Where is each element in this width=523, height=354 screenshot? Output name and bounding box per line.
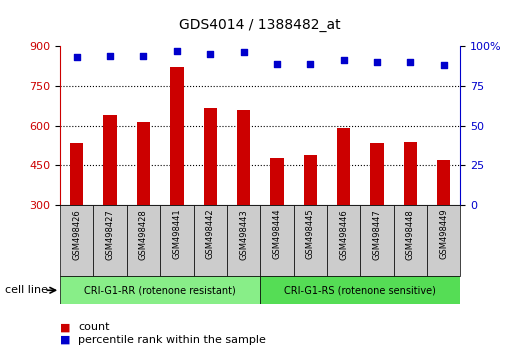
Bar: [94, 205, 127, 276]
Bar: [404, 142, 417, 205]
Text: percentile rank within the sample: percentile rank within the sample: [78, 335, 266, 345]
Point: [339, 57, 348, 63]
Text: GSM498441: GSM498441: [173, 209, 181, 259]
Bar: [127, 205, 160, 276]
Point: [373, 59, 381, 65]
Bar: [293, 205, 327, 276]
Bar: [427, 205, 460, 276]
Bar: [260, 205, 293, 276]
Text: GSM498443: GSM498443: [239, 209, 248, 259]
Text: GSM498449: GSM498449: [439, 209, 448, 259]
Bar: [60, 205, 94, 276]
Bar: [160, 205, 194, 276]
Bar: [60, 276, 260, 304]
Text: GDS4014 / 1388482_at: GDS4014 / 1388482_at: [179, 18, 341, 32]
Bar: [394, 205, 427, 276]
Text: GSM498447: GSM498447: [372, 209, 381, 259]
Point: [306, 61, 314, 67]
Point: [173, 48, 181, 53]
Bar: [303, 155, 317, 205]
Text: GSM498426: GSM498426: [72, 209, 81, 259]
Point: [439, 62, 448, 68]
Text: count: count: [78, 322, 110, 332]
Point: [106, 53, 115, 58]
Bar: [227, 205, 260, 276]
Text: ■: ■: [60, 335, 71, 345]
Text: ■: ■: [60, 322, 71, 332]
Text: GSM498427: GSM498427: [106, 209, 115, 259]
Bar: [327, 205, 360, 276]
Bar: [437, 160, 450, 205]
Bar: [270, 158, 283, 205]
Point: [240, 50, 248, 55]
Point: [139, 53, 147, 58]
Bar: [260, 276, 460, 304]
Bar: [137, 122, 150, 205]
Point: [206, 51, 214, 57]
Text: cell line: cell line: [5, 285, 48, 295]
Bar: [104, 115, 117, 205]
Text: GSM498448: GSM498448: [406, 209, 415, 259]
Point: [406, 59, 414, 65]
Text: GSM498428: GSM498428: [139, 209, 148, 259]
Text: GSM498446: GSM498446: [339, 209, 348, 259]
Text: CRI-G1-RR (rotenone resistant): CRI-G1-RR (rotenone resistant): [84, 285, 236, 295]
Text: GSM498442: GSM498442: [206, 209, 214, 259]
Bar: [370, 143, 383, 205]
Bar: [203, 108, 217, 205]
Bar: [237, 110, 250, 205]
Point: [272, 61, 281, 67]
Text: CRI-G1-RS (rotenone sensitive): CRI-G1-RS (rotenone sensitive): [285, 285, 436, 295]
Text: GSM498445: GSM498445: [306, 209, 315, 259]
Bar: [360, 205, 393, 276]
Bar: [70, 143, 84, 205]
Bar: [194, 205, 227, 276]
Point: [73, 54, 81, 60]
Text: GSM498444: GSM498444: [272, 209, 281, 259]
Bar: [337, 128, 350, 205]
Bar: [170, 67, 184, 205]
